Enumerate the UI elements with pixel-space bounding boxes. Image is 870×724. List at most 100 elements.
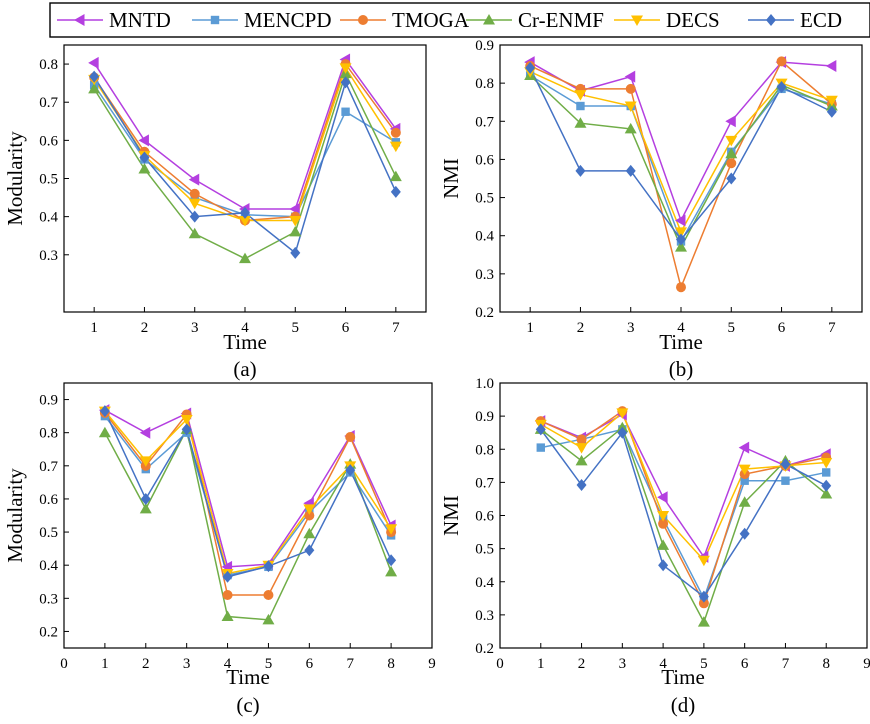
data-point <box>138 134 149 147</box>
data-point <box>738 441 750 454</box>
y-tick-label: 1.0 <box>475 376 494 392</box>
data-point <box>139 426 151 439</box>
chart-panel-d: 0 1 2 3 4 5 6 7 8 9 0.2 0.3 0.4 0.5 0.6 0.7 0.8 0.9 1.0 Tim… <box>439 376 870 717</box>
data-point <box>386 554 397 567</box>
data-point <box>576 479 587 492</box>
y-tick-label: 0.9 <box>475 409 494 425</box>
y-tick-label: 0.7 <box>475 475 494 491</box>
x-tick-label: 4 <box>677 320 685 336</box>
x-tick-label: 8 <box>822 656 830 672</box>
data-point <box>98 426 111 438</box>
data-point <box>341 107 350 116</box>
data-point <box>304 510 315 521</box>
legend: MNTD MENCPD TMOGA Cr-ENMF DECS ECD <box>49 2 870 38</box>
data-point <box>698 598 709 609</box>
x-tick-label: 4 <box>241 320 249 336</box>
data-point <box>657 539 670 550</box>
series-line <box>540 428 827 598</box>
x-tick-label: 7 <box>392 320 400 336</box>
data-point <box>240 206 250 219</box>
data-point <box>189 188 200 199</box>
data-point <box>821 479 832 492</box>
data-point <box>725 135 738 147</box>
x-tick-label: 5 <box>292 320 300 336</box>
y-tick-label: 0.8 <box>475 442 494 458</box>
chart-panel-c: 0 1 2 3 4 5 6 7 8 9 0.2 0.3 0.4 0.5 0.6 0.7 0.8 0.9 Time Mo… <box>3 382 436 717</box>
x-tick-label: 7 <box>346 656 354 672</box>
series-markers-ecd <box>525 61 837 246</box>
data-point <box>575 454 588 466</box>
data-point <box>389 170 402 182</box>
series-mencpd <box>529 74 833 244</box>
data-point <box>340 76 351 89</box>
x-tick-label: 9 <box>863 656 870 672</box>
data-point <box>304 544 315 557</box>
panel-label: (b) <box>669 357 694 381</box>
data-point <box>675 214 686 227</box>
y-axis-title: NMI <box>439 495 463 536</box>
panel-label: (d) <box>671 693 696 717</box>
data-point <box>188 173 200 186</box>
data-point <box>188 198 201 210</box>
data-point <box>389 141 402 153</box>
data-point <box>345 464 356 477</box>
y-tick-label: 0.6 <box>39 133 58 149</box>
y-axis-title: NMI <box>439 158 463 199</box>
data-point <box>820 458 833 469</box>
legend-label: ECD <box>800 8 842 32</box>
data-point <box>825 95 838 107</box>
data-point <box>290 246 301 259</box>
series-line <box>540 428 827 601</box>
data-point <box>221 610 234 622</box>
legend-marker <box>483 14 495 25</box>
y-tick-label: 0.3 <box>39 591 58 607</box>
x-tick-label: 5 <box>700 656 708 672</box>
x-tick-label: 1 <box>526 320 534 336</box>
x-tick-label: 6 <box>778 320 786 336</box>
legend-item-mencpd: MENCPD <box>192 8 332 32</box>
series-line <box>104 427 392 621</box>
x-tick-label: 2 <box>142 656 150 672</box>
series-markers-mntd <box>88 53 401 216</box>
series-line <box>529 74 833 244</box>
legend-label: TMOGA <box>392 8 470 32</box>
x-tick-label: 5 <box>728 320 736 336</box>
x-tick-label: 4 <box>659 656 667 672</box>
data-point <box>139 151 150 164</box>
data-point <box>625 164 636 177</box>
series-decs <box>529 71 833 234</box>
data-point <box>289 225 302 237</box>
x-tick-label: 0 <box>496 656 504 672</box>
data-point <box>657 491 668 504</box>
data-point <box>262 613 275 625</box>
y-tick-label: 0.6 <box>475 509 494 525</box>
data-point <box>239 215 251 227</box>
x-tick-label: 0 <box>60 656 68 672</box>
legend-item-cr-enmf: Cr-ENMF <box>466 8 604 32</box>
legend-label: MNTD <box>109 8 171 32</box>
series-markers-cr-enmf <box>98 423 398 625</box>
legend-item-decs: DECS <box>614 8 720 32</box>
legend-label: MENCPD <box>244 8 332 32</box>
panels: 1 2 3 4 5 6 7 0.3 0.4 0.5 0.6 0.7 0.8 Time Modularity (… <box>3 38 870 717</box>
x-axis-title: Time <box>226 665 270 689</box>
series-ecd <box>529 67 833 241</box>
x-tick-label: 4 <box>224 656 232 672</box>
data-point <box>88 82 101 94</box>
x-tick-label: 6 <box>342 320 350 336</box>
data-point <box>99 405 110 418</box>
y-tick-label: 0.5 <box>475 542 494 558</box>
data-point <box>575 443 588 454</box>
series-line <box>93 62 397 222</box>
y-tick-label: 0.2 <box>475 641 494 657</box>
data-point <box>385 565 398 577</box>
y-axis-title: Modularity <box>3 131 27 226</box>
series-line <box>104 412 392 596</box>
series-line <box>104 409 392 568</box>
data-point <box>138 162 151 174</box>
data-point <box>738 464 751 476</box>
plot-frame <box>63 44 427 313</box>
y-tick-label: 0.8 <box>39 426 58 442</box>
y-tick-label: 0.6 <box>39 492 58 508</box>
